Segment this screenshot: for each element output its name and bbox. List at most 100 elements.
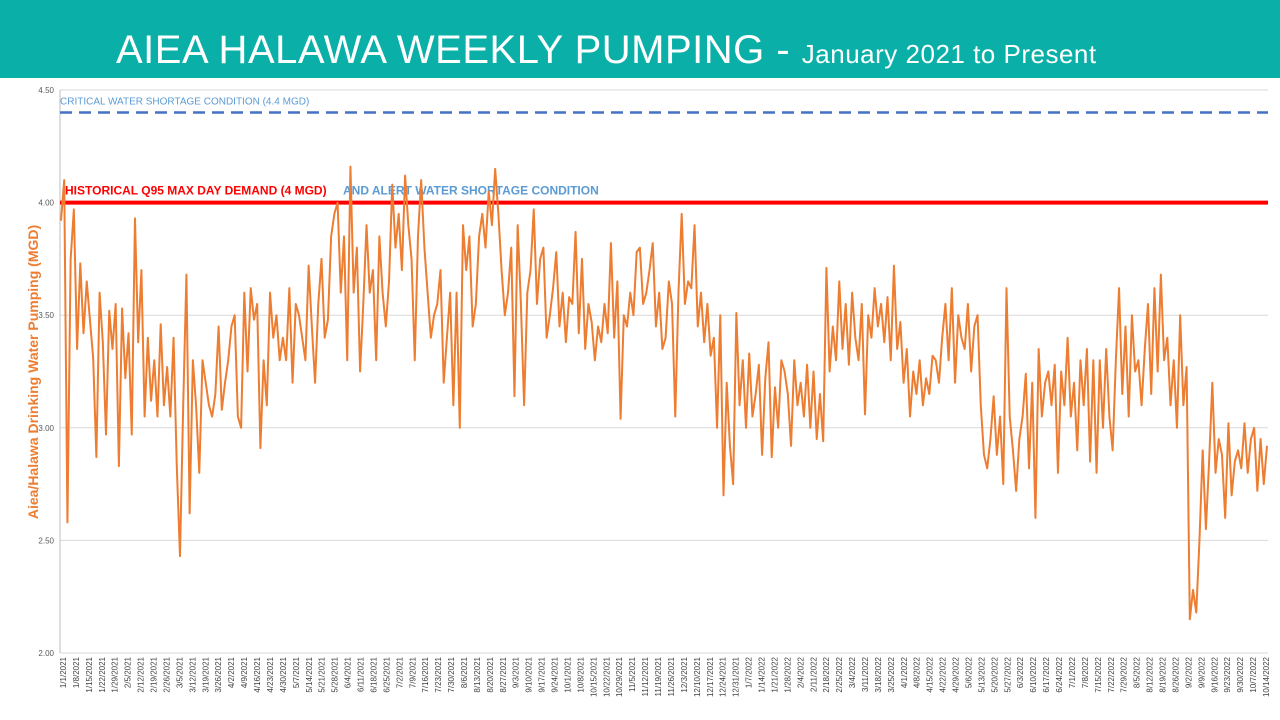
x-tick-label: 8/5/2022 xyxy=(1133,656,1142,688)
reference-lines: CRITICAL WATER SHORTAGE CONDITION (4.4 M… xyxy=(60,97,1268,205)
x-tick-label: 10/1/2021 xyxy=(563,656,572,692)
x-tick-label: 3/18/2022 xyxy=(874,656,883,692)
y-axis-label: Aiea/Halawa Drinking Water Pumping (MGD) xyxy=(25,225,41,519)
x-tick-label: 10/14/2022 xyxy=(1262,656,1271,697)
x-tick-label: 9/24/2021 xyxy=(551,656,560,692)
alert-condition-label: AND ALERT WATER SHORTAGE CONDITION xyxy=(343,184,599,198)
x-tick-label: 1/28/2022 xyxy=(783,656,792,692)
x-tick-label: 12/3/2021 xyxy=(680,656,689,692)
x-tick-label: 1/15/2021 xyxy=(85,656,94,692)
pumping-line-chart: 2.00 2.50 3.00 3.50 4.00 4.50 1/1/2021 1/8/202… xyxy=(0,78,1280,720)
x-tick-label: 4/2/2021 xyxy=(227,656,236,688)
x-tick-label: 11/12/2021 xyxy=(641,656,650,696)
x-tick-label: 6/17/2022 xyxy=(1042,656,1051,692)
x-tick-label: 7/16/2021 xyxy=(421,656,430,692)
series-group xyxy=(60,165,1268,621)
x-tick-label: 2/18/2022 xyxy=(822,656,831,692)
x-tick-label: 1/21/2022 xyxy=(770,656,779,692)
x-tick-label: 12/24/2021 xyxy=(719,656,728,697)
x-tick-label: 9/10/2021 xyxy=(525,656,534,692)
x-tick-label: 7/9/2021 xyxy=(408,656,417,688)
x-tick-label: 2/12/2021 xyxy=(137,656,146,692)
x-tick-label: 3/12/2021 xyxy=(188,656,197,692)
x-tick-label: 9/30/2022 xyxy=(1236,656,1245,692)
x-tick-label: 1/29/2021 xyxy=(111,656,120,692)
x-tick-label: 2/26/2021 xyxy=(162,656,171,692)
x-tick-label: 1/8/2021 xyxy=(72,656,81,688)
x-tick-label: 4/15/2022 xyxy=(926,656,935,692)
x-tick-label: 6/25/2021 xyxy=(382,656,391,692)
x-tick-label: 10/8/2021 xyxy=(576,656,585,692)
x-tick-label: 7/22/2022 xyxy=(1107,656,1116,692)
x-axis-ticks: 1/1/2021 1/8/2021 1/15/2021 1/22/2021 1/29/2… xyxy=(59,656,1271,697)
x-tick-label: 3/5/2021 xyxy=(175,656,184,688)
y-tick-label: 2.50 xyxy=(38,536,54,545)
critical-threshold-label: CRITICAL WATER SHORTAGE CONDITION (4.4 M… xyxy=(60,97,309,108)
x-tick-label: 2/5/2021 xyxy=(124,656,133,688)
x-tick-label: 10/29/2021 xyxy=(615,656,624,697)
x-tick-label: 7/15/2022 xyxy=(1094,656,1103,692)
x-tick-label: 5/14/2021 xyxy=(305,656,314,692)
x-tick-label: 3/26/2021 xyxy=(214,656,223,692)
y-tick-label: 2.00 xyxy=(38,649,54,658)
x-tick-label: 10/15/2021 xyxy=(589,656,598,697)
chart-background xyxy=(0,78,1280,720)
x-tick-label: 10/22/2021 xyxy=(602,656,611,697)
x-tick-label: 7/29/2022 xyxy=(1120,656,1129,692)
x-tick-label: 3/11/2022 xyxy=(861,656,870,692)
x-tick-label: 6/10/2022 xyxy=(1029,656,1038,692)
x-tick-label: 4/30/2021 xyxy=(279,656,288,692)
x-tick-label: 12/10/2021 xyxy=(693,656,702,697)
x-tick-label: 8/27/2021 xyxy=(499,656,508,692)
x-tick-label: 1/7/2022 xyxy=(745,656,754,688)
x-tick-label: 1/1/2021 xyxy=(59,656,68,688)
x-tick-label: 2/19/2021 xyxy=(150,656,159,692)
x-tick-label: 11/26/2021 xyxy=(667,656,676,696)
x-tick-label: 8/20/2021 xyxy=(486,656,495,692)
x-tick-label: 7/1/2022 xyxy=(1068,656,1077,688)
series-line xyxy=(60,165,1268,621)
x-tick-label: 7/30/2021 xyxy=(447,656,456,692)
x-tick-label: 2/25/2022 xyxy=(835,656,844,692)
x-tick-label: 3/19/2021 xyxy=(201,656,210,692)
x-tick-label: 12/17/2021 xyxy=(706,656,715,697)
x-tick-label: 4/23/2021 xyxy=(266,656,275,692)
x-tick-label: 11/5/2021 xyxy=(628,656,637,692)
x-tick-label: 1/14/2022 xyxy=(758,656,767,692)
x-tick-label: 5/7/2021 xyxy=(292,656,301,688)
x-tick-label: 5/6/2022 xyxy=(964,656,973,688)
x-tick-label: 5/28/2021 xyxy=(331,656,340,692)
x-tick-label: 9/9/2022 xyxy=(1197,656,1206,688)
x-tick-label: 8/26/2022 xyxy=(1171,656,1180,692)
title-banner xyxy=(0,0,1280,78)
title-main: AIEA HALAWA WEEKLY PUMPING - xyxy=(116,28,802,72)
x-tick-label: 12/31/2021 xyxy=(732,656,741,697)
y-tick-label: 3.00 xyxy=(38,424,54,433)
x-tick-label: 9/2/2022 xyxy=(1184,656,1193,688)
x-tick-label: 6/4/2021 xyxy=(344,656,353,688)
x-tick-label: 11/19/2021 xyxy=(654,656,663,696)
x-tick-label: 4/16/2021 xyxy=(253,656,262,692)
x-tick-label: 3/25/2022 xyxy=(887,656,896,692)
x-tick-label: 4/1/2022 xyxy=(900,656,909,688)
x-tick-label: 4/29/2022 xyxy=(952,656,961,692)
x-tick-label: 6/11/2021 xyxy=(357,656,366,692)
page-title: AIEA HALAWA WEEKLY PUMPING - January 202… xyxy=(116,28,1097,73)
x-tick-label: 5/20/2022 xyxy=(990,656,999,692)
x-tick-label: 10/7/2022 xyxy=(1249,656,1258,692)
x-tick-label: 8/13/2021 xyxy=(473,656,482,692)
x-tick-label: 5/21/2021 xyxy=(318,656,327,692)
x-tick-label: 3/4/2022 xyxy=(848,656,857,688)
x-tick-label: 6/3/2022 xyxy=(1016,656,1025,688)
x-tick-label: 7/23/2021 xyxy=(434,656,443,692)
y-tick-label: 3.50 xyxy=(38,311,54,320)
x-tick-label: 4/9/2021 xyxy=(240,656,249,688)
x-tick-label: 9/23/2022 xyxy=(1223,656,1232,692)
x-tick-label: 7/2/2021 xyxy=(395,656,404,688)
x-tick-label: 5/13/2022 xyxy=(977,656,986,692)
x-tick-label: 6/18/2021 xyxy=(369,656,378,692)
x-tick-label: 8/12/2022 xyxy=(1146,656,1155,692)
x-tick-label: 7/8/2022 xyxy=(1081,656,1090,688)
title-sub: January 2021 to Present xyxy=(801,39,1097,69)
y-tick-label: 4.00 xyxy=(38,199,54,208)
